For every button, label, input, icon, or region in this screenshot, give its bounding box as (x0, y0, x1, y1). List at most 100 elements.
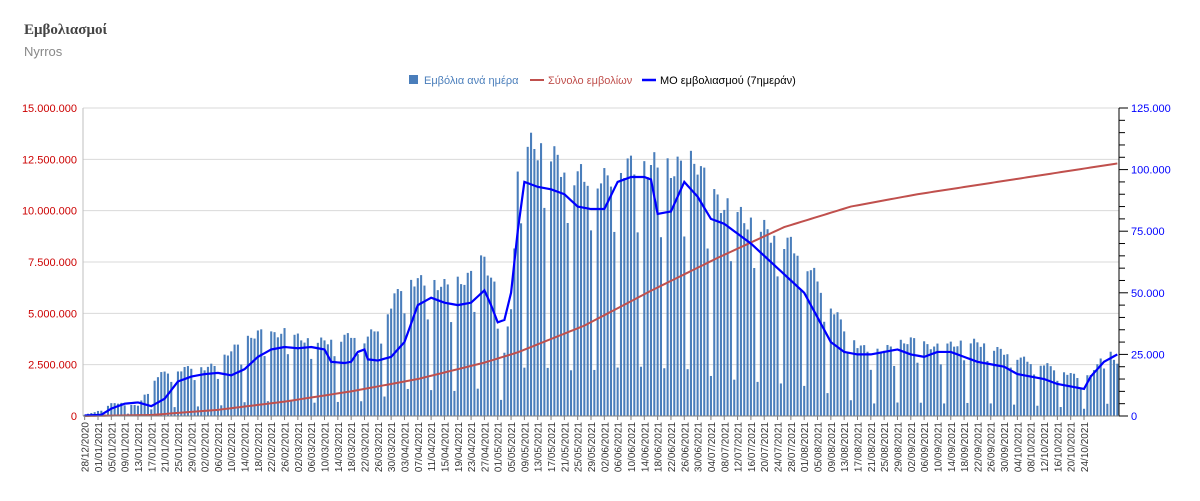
daily-bar (286, 354, 289, 416)
daily-bar (583, 181, 586, 416)
daily-bar (989, 403, 992, 416)
right-tick-label: 125.000 (1131, 103, 1171, 115)
daily-bar (553, 146, 556, 416)
daily-bar (896, 402, 899, 416)
daily-bar (493, 281, 496, 416)
daily-bar (1053, 370, 1056, 416)
right-tick-label: 100.000 (1131, 165, 1171, 177)
daily-bar (420, 275, 423, 416)
daily-bar (943, 403, 946, 416)
daily-bar (1033, 374, 1036, 416)
x-tick-label: 02/09/2021 (907, 422, 918, 472)
daily-bar (313, 402, 316, 416)
right-tick-label: 25.000 (1131, 349, 1165, 361)
x-tick-label: 20/07/2021 (760, 422, 771, 472)
x-tick-label: 06/09/2021 (920, 422, 931, 472)
x-tick-label: 23/04/2021 (467, 422, 478, 472)
daily-bar (510, 309, 513, 416)
daily-bar (719, 213, 722, 416)
daily-bar (889, 346, 892, 416)
x-tick-label: 14/06/2021 (640, 422, 651, 472)
x-tick-label: 26/02/2021 (281, 422, 292, 472)
daily-bar (416, 278, 419, 416)
daily-bar (390, 308, 393, 416)
daily-bar (500, 399, 503, 416)
daily-bar (1019, 357, 1022, 416)
x-tick-label: 05/05/2021 (507, 422, 518, 472)
daily-bar (1082, 408, 1086, 416)
daily-bar (729, 261, 732, 416)
x-tick-label: 06/06/2021 (614, 422, 625, 472)
daily-bar (733, 379, 736, 416)
daily-bar (253, 338, 256, 416)
daily-bar (593, 369, 596, 416)
daily-bar (433, 279, 436, 416)
daily-bar (276, 337, 279, 416)
daily-bar (873, 403, 876, 416)
x-tick-label: 08/10/2021 (1027, 422, 1038, 472)
daily-bar (713, 189, 716, 416)
daily-bar (1023, 356, 1026, 416)
daily-bar (190, 368, 193, 416)
daily-bar (1066, 374, 1069, 416)
daily-bar (403, 313, 406, 416)
daily-bar (540, 143, 543, 416)
daily-bar (623, 177, 626, 416)
daily-bar (303, 342, 306, 416)
legend-label-total: Σύνολο εμβολίων (548, 75, 633, 87)
daily-bar (899, 339, 902, 416)
daily-bar (689, 150, 692, 416)
daily-bar (356, 354, 359, 416)
daily-bar (496, 328, 499, 416)
daily-bar (546, 367, 549, 416)
daily-bar (973, 338, 976, 416)
daily-bar (186, 366, 189, 416)
daily-bar (436, 290, 439, 416)
daily-bar (156, 377, 159, 416)
daily-bar (383, 396, 386, 416)
daily-bar (693, 163, 696, 416)
daily-bar (869, 369, 872, 416)
x-tick-label: 22/09/2021 (973, 422, 984, 472)
daily-bar (599, 183, 603, 416)
daily-bar (396, 289, 399, 416)
x-tick-label: 29/05/2021 (587, 422, 598, 472)
daily-bar (646, 177, 649, 416)
daily-bar (486, 275, 489, 416)
daily-bar (669, 177, 672, 416)
daily-bar (96, 410, 100, 416)
daily-bar (243, 402, 246, 416)
daily-bar (679, 160, 682, 416)
x-tick-label: 12/10/2021 (1040, 422, 1051, 472)
daily-bar (913, 338, 916, 416)
daily-bar (1059, 407, 1062, 416)
daily-bar (223, 354, 226, 416)
daily-bar (296, 333, 299, 416)
x-tick-label: 14/02/2021 (241, 422, 252, 472)
daily-bar (1079, 388, 1082, 416)
daily-bar (270, 331, 273, 416)
x-tick-label: 29/01/2021 (187, 422, 198, 472)
daily-bar (226, 355, 229, 416)
x-tick-label: 11/04/2021 (427, 422, 438, 472)
daily-bar (966, 402, 969, 416)
daily-bar (533, 149, 536, 416)
daily-bar (939, 364, 942, 416)
total-line (84, 162, 1118, 417)
x-tick-label: 26/06/2021 (680, 422, 691, 472)
x-tick-label: 22/03/2021 (360, 422, 371, 472)
daily-bar (763, 219, 766, 416)
x-tick-label: 16/10/2021 (1053, 422, 1064, 472)
daily-bar (773, 235, 776, 416)
x-tick-label: 14/09/2021 (947, 422, 958, 472)
daily-bar (310, 358, 313, 416)
daily-bar (1109, 351, 1112, 416)
daily-bar (113, 403, 116, 416)
daily-bar (1092, 370, 1096, 416)
daily-bar (523, 367, 526, 416)
x-tick-label: 27/04/2021 (480, 422, 491, 472)
daily-bar (859, 345, 862, 416)
daily-bar (120, 402, 123, 416)
axes: 0 2.500.000 5.000.000 7.500.000 10.000.000 12… (22, 103, 1171, 472)
x-tick-label: 02/06/2021 (600, 422, 611, 472)
